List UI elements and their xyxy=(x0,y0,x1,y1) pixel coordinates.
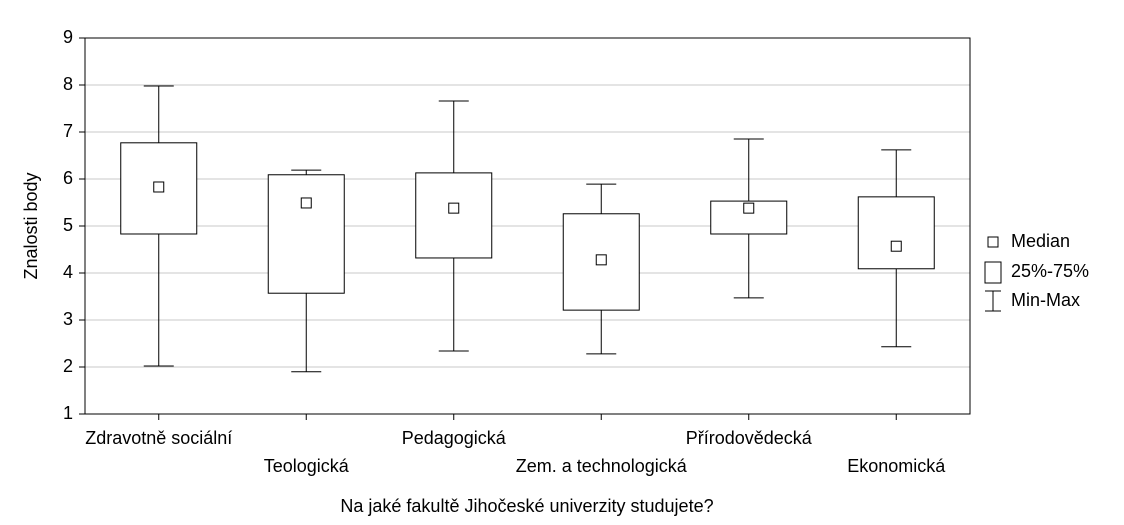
y-tick-label: 1 xyxy=(63,403,73,423)
legend-label: 25%-75% xyxy=(1011,261,1089,281)
y-axis-label: Znalosti body xyxy=(21,172,41,279)
box xyxy=(415,172,493,259)
box xyxy=(267,174,345,294)
x-tick-label: Zem. a technologická xyxy=(516,456,688,476)
legend-median-icon xyxy=(987,236,999,248)
x-tick-label: Přírodovědecká xyxy=(686,428,813,448)
box xyxy=(857,196,935,270)
y-tick-label: 9 xyxy=(63,27,73,47)
y-tick-label: 5 xyxy=(63,215,73,235)
box xyxy=(120,142,198,235)
plot-frame xyxy=(84,37,971,415)
legend-label: Median xyxy=(1011,231,1070,251)
x-tick-label: Ekonomická xyxy=(847,456,946,476)
y-tick-label: 2 xyxy=(63,356,73,376)
x-tick-label: Zdravotně sociální xyxy=(85,428,232,448)
legend-label: Min-Max xyxy=(1011,290,1080,310)
median-marker xyxy=(743,202,755,214)
y-tick-label: 4 xyxy=(63,262,73,282)
x-tick-label: Teologická xyxy=(264,456,350,476)
y-tick-label: 7 xyxy=(63,121,73,141)
x-axis-label: Na jaké fakultě Jihočeské univerzity stu… xyxy=(340,496,713,516)
median-marker xyxy=(595,254,607,266)
legend-box-icon xyxy=(984,261,1002,284)
median-marker xyxy=(448,202,460,214)
median-marker xyxy=(153,181,165,193)
y-tick-label: 6 xyxy=(63,168,73,188)
x-tick-label: Pedagogická xyxy=(402,428,507,448)
median-marker xyxy=(300,197,312,209)
y-tick-label: 3 xyxy=(63,309,73,329)
median-marker xyxy=(890,240,902,252)
y-tick-label: 8 xyxy=(63,74,73,94)
